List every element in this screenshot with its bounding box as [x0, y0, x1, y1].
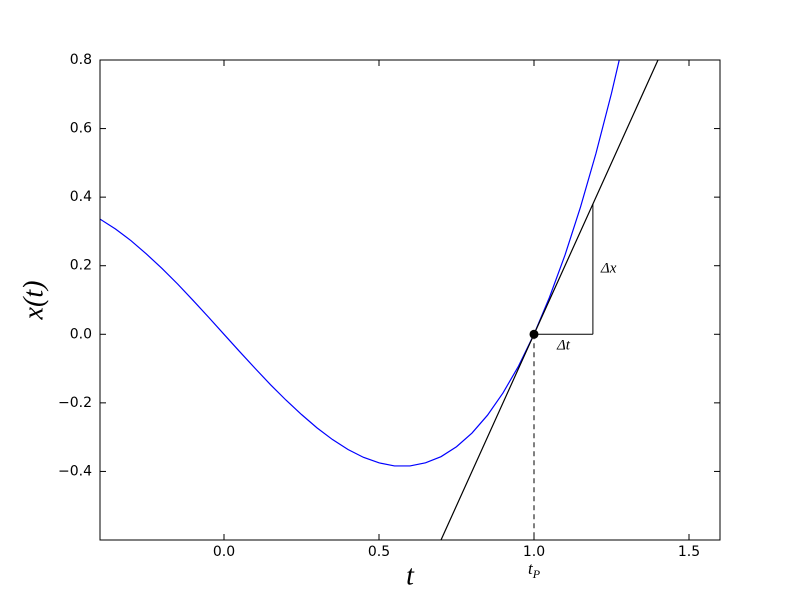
y-tick-label: 0.0	[70, 326, 92, 342]
x-tick-label: 0.0	[213, 544, 235, 560]
y-tick-label: 0.8	[70, 52, 92, 68]
delta-t-label: Δt	[556, 338, 571, 354]
x-tick-label: 1.0	[523, 544, 545, 560]
y-tick-label: −0.2	[58, 395, 92, 411]
y-tick-label: 0.2	[70, 258, 92, 274]
y-axis-label: x(t)	[18, 281, 49, 321]
x-axis-label: t	[406, 560, 415, 591]
point-label-subscript: P	[532, 567, 541, 581]
x-tick-label: 1.5	[678, 544, 700, 560]
tangent-point	[529, 329, 539, 339]
delta-x-label: Δx	[600, 261, 617, 277]
y-tick-label: −0.4	[58, 463, 92, 479]
curve	[440, 60, 659, 540]
y-tick-label: 0.4	[70, 189, 92, 205]
x-tick-label: 0.5	[368, 544, 390, 560]
axes-frame	[99, 59, 721, 541]
point-label-base: t	[528, 559, 534, 578]
y-tick-label: 0.6	[70, 121, 92, 137]
plot-area	[100, 60, 659, 540]
point-label: tP	[528, 559, 541, 581]
